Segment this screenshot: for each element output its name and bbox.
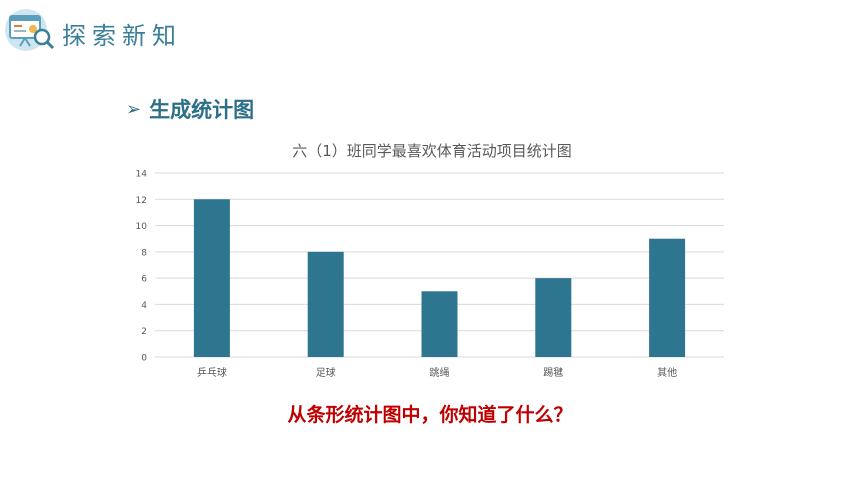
section-title: 生成统计图 (149, 98, 255, 122)
x-tick-label: 足球 (316, 366, 336, 379)
y-tick-label: 2 (141, 327, 147, 337)
y-tick-label: 12 (136, 196, 147, 206)
presentation-board-icon (5, 9, 55, 51)
y-tick-label: 8 (141, 248, 147, 258)
chart-title: 六（1）班同学最喜欢体育活动项目统计图 (292, 142, 572, 160)
x-tick-label: 跳绳 (430, 366, 450, 379)
x-tick-label: 乒乓球 (197, 366, 227, 379)
y-tick-label: 10 (136, 222, 148, 232)
bar (421, 291, 458, 357)
bar-chart: 六（1）班同学最喜欢体育活动项目统计图 0 2 4 6 8 10 12 14 乒乓球 足球 跳绳 踢… (136, 142, 724, 379)
y-tick-label: 0 (141, 354, 147, 364)
bar (649, 238, 686, 357)
bar (307, 251, 344, 357)
x-tick-label: 踢毽 (543, 366, 563, 379)
y-tick-label: 4 (141, 301, 147, 311)
section-heading: ➢ 生成统计图 (126, 94, 254, 124)
y-tick-label: 6 (141, 275, 147, 285)
question-text: 从条形统计图中，你知道了什么？ (287, 404, 573, 426)
bar (535, 278, 572, 357)
x-tick-label: 其他 (657, 366, 677, 379)
header-title: 探索新知 (62, 22, 182, 50)
arrow-bullet-icon: ➢ (126, 98, 142, 120)
y-tick-label: 14 (136, 170, 148, 180)
bar (193, 199, 230, 357)
